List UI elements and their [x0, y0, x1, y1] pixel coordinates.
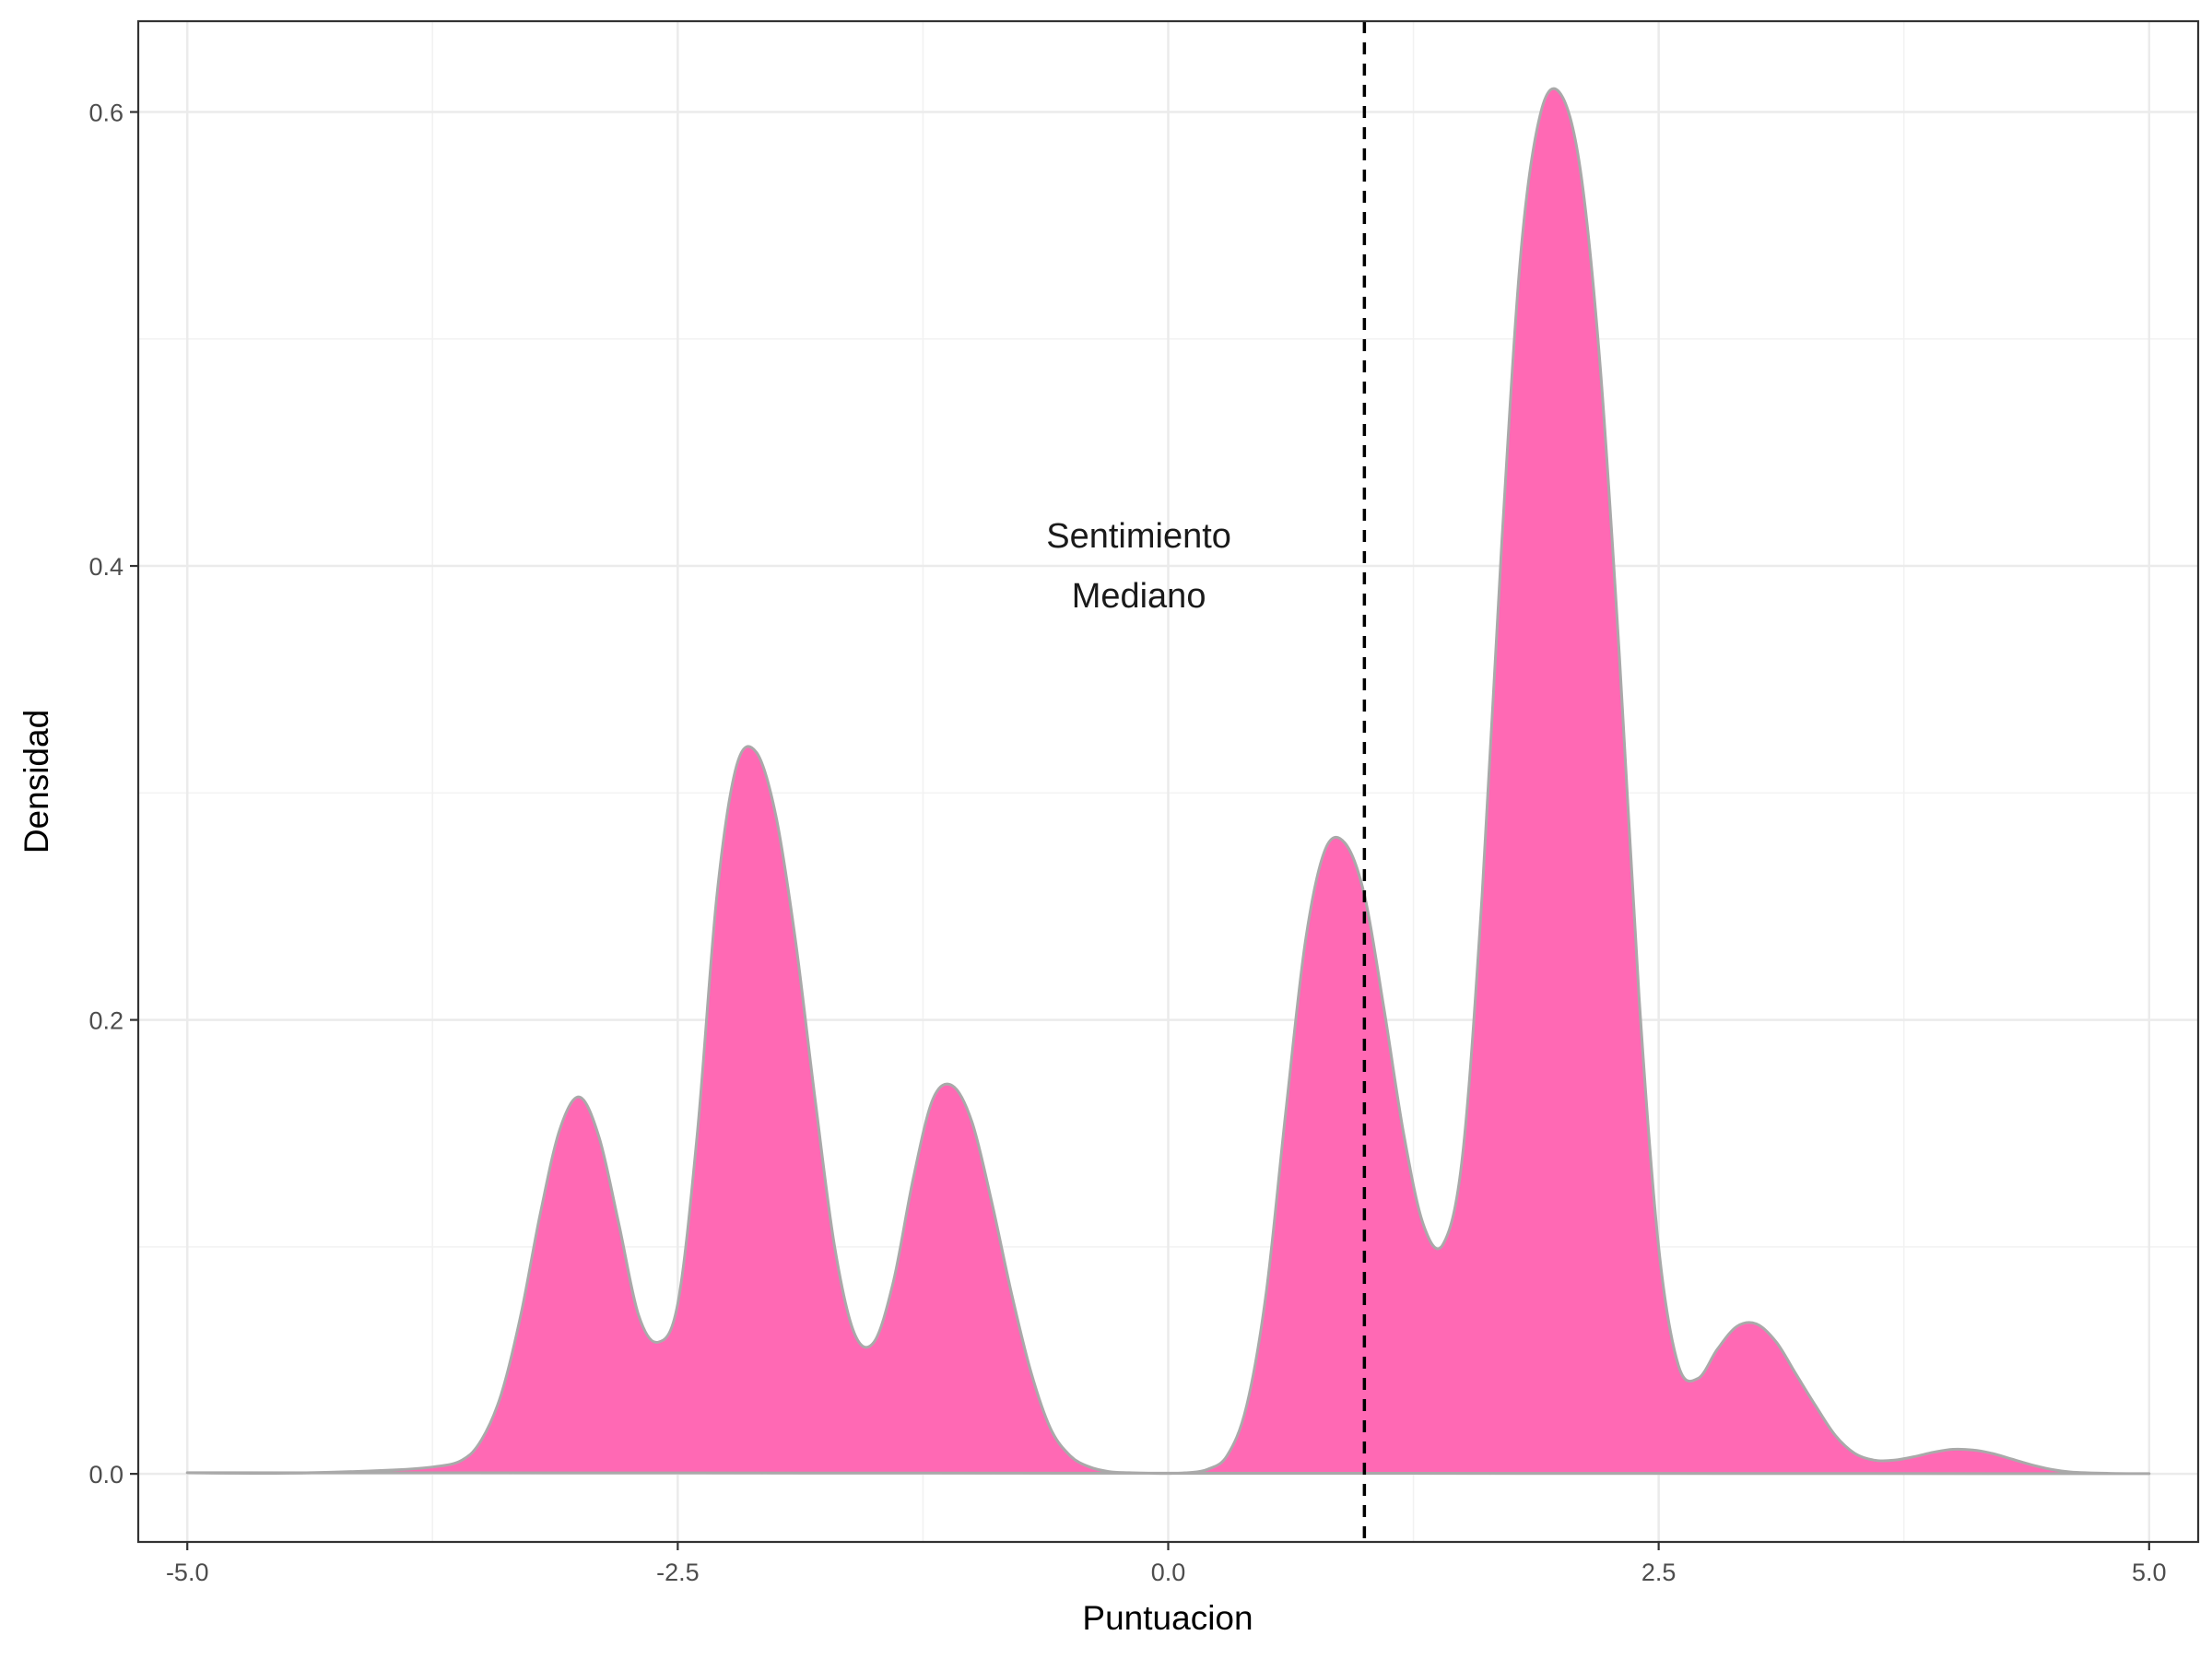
y-tick-label: 0.4 [88, 553, 124, 581]
x-tick-label: -2.5 [656, 1559, 700, 1586]
density-area [185, 87, 2151, 1476]
y-axis: 0.0 0.2 0.4 0.6 [88, 100, 138, 1488]
x-tick-label: 5.0 [2132, 1559, 2167, 1586]
y-tick-label: 0.6 [88, 100, 124, 127]
x-axis-title: Puntuacion [1082, 1599, 1253, 1637]
annotation-line-2: Mediano [1072, 577, 1206, 616]
x-tick-label: 0.0 [1151, 1559, 1186, 1586]
x-tick-label: 2.5 [1641, 1559, 1677, 1586]
y-axis-title: Densidad [18, 710, 55, 853]
annotation-line-1: Sentimiento [1046, 517, 1231, 556]
x-tick-label: -5.0 [166, 1559, 209, 1586]
y-tick-label: 0.2 [88, 1007, 124, 1035]
y-tick-label: 0.0 [88, 1461, 124, 1488]
x-axis: -5.0 -2.5 0.0 2.5 5.0 [166, 1542, 2167, 1586]
